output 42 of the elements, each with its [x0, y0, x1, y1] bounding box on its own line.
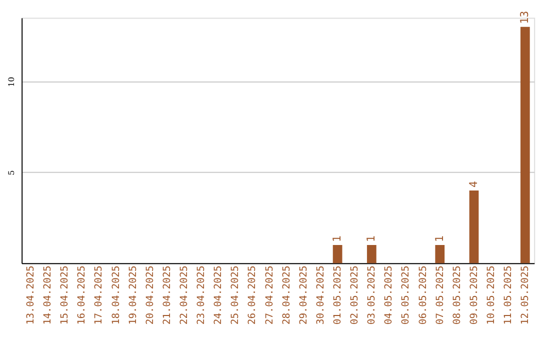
x-tick-label: 15.04.2025 [60, 266, 71, 325]
x-tick-label: 03.05.2025 [366, 266, 378, 325]
x-tick-label: 08.05.2025 [452, 266, 463, 325]
bar [469, 190, 479, 264]
x-tick-label: 24.04.2025 [213, 266, 224, 325]
bar [366, 245, 376, 264]
x-tick-label: 28.04.2025 [281, 266, 292, 325]
bar [520, 26, 530, 264]
x-tick-label: 25.04.2025 [230, 266, 242, 325]
x-tick-label: 02.05.2025 [350, 266, 361, 325]
x-tick-label: 18.04.2025 [110, 266, 122, 325]
x-tick-label: 07.05.2025 [434, 266, 446, 325]
x-tick-label: 22.04.2025 [178, 266, 190, 325]
x-tick-label: 14.04.2025 [42, 266, 54, 325]
data-label: 1 [364, 236, 378, 242]
y-tick-label: 10 [7, 76, 16, 87]
x-tick-label: 20.04.2025 [144, 266, 156, 325]
data-label: 13 [518, 10, 532, 24]
x-tick-label: 12.05.2025 [520, 266, 532, 325]
x-tick-label: 23.04.2025 [196, 266, 208, 325]
x-tick-label: 27.04.2025 [264, 266, 276, 325]
y-tick-label: 5 [7, 170, 16, 176]
data-label: 1 [330, 236, 344, 242]
x-tick-label: 06.05.2025 [418, 266, 429, 325]
x-tick-label: 30.04.2025 [315, 266, 326, 325]
bar [435, 245, 445, 264]
x-tick-label: 09.05.2025 [468, 266, 480, 325]
x-tick-label: 01.05.2025 [332, 266, 344, 325]
x-tick-label: 17.04.2025 [94, 266, 105, 325]
x-tick-label: 10.05.2025 [486, 266, 497, 325]
x-tick-label: 21.04.2025 [162, 266, 173, 325]
x-tick-label: 04.05.2025 [384, 266, 395, 325]
x-tick-label: 16.04.2025 [76, 266, 88, 325]
x-tick-label: 13.04.2025 [26, 266, 36, 325]
x-tick-label: 19.04.2025 [128, 266, 139, 325]
bar [332, 245, 342, 264]
x-tick-label: 11.05.2025 [503, 266, 514, 325]
x-tick-label: 29.04.2025 [298, 266, 310, 325]
data-label: 1 [432, 236, 446, 242]
x-tick-label: 26.04.2025 [247, 266, 258, 325]
x-tick-label: 05.05.2025 [400, 266, 412, 325]
data-label: 4 [466, 180, 480, 188]
